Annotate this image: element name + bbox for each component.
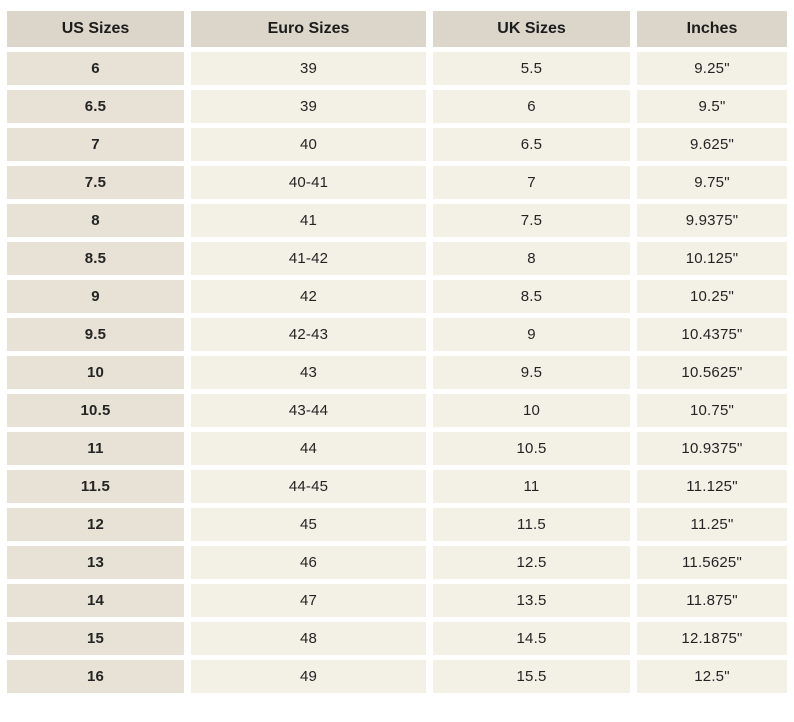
cell-uk-sizes: 12.5 [433,546,630,579]
cell-euro-sizes: 43 [191,356,426,389]
cell-uk-sizes: 10 [433,394,630,427]
cell-us-sizes: 12 [7,508,184,541]
cell-us-sizes: 16 [7,660,184,693]
cell-uk-sizes: 7 [433,166,630,199]
cell-us-sizes: 14 [7,584,184,617]
table-row: 16 49 15.5 12.5" [7,660,787,693]
cell-us-sizes: 10.5 [7,394,184,427]
cell-uk-sizes: 9.5 [433,356,630,389]
cell-euro-sizes: 45 [191,508,426,541]
cell-inches: 9.5" [637,90,787,123]
cell-us-sizes: 7 [7,128,184,161]
table-row: 11.5 44-45 11 11.125" [7,470,787,503]
cell-us-sizes: 10 [7,356,184,389]
cell-euro-sizes: 42-43 [191,318,426,351]
cell-euro-sizes: 40 [191,128,426,161]
cell-euro-sizes: 41-42 [191,242,426,275]
cell-inches: 10.125" [637,242,787,275]
cell-uk-sizes: 11.5 [433,508,630,541]
cell-us-sizes: 9.5 [7,318,184,351]
cell-us-sizes: 6 [7,52,184,85]
cell-inches: 12.5" [637,660,787,693]
cell-euro-sizes: 43-44 [191,394,426,427]
cell-us-sizes: 8 [7,204,184,237]
cell-uk-sizes: 6.5 [433,128,630,161]
cell-inches: 9.9375" [637,204,787,237]
column-header-euro-sizes: Euro Sizes [191,11,426,47]
cell-inches: 10.4375" [637,318,787,351]
cell-us-sizes: 11 [7,432,184,465]
table-row: 8 41 7.5 9.9375" [7,204,787,237]
table-row: 7 40 6.5 9.625" [7,128,787,161]
cell-uk-sizes: 10.5 [433,432,630,465]
cell-us-sizes: 8.5 [7,242,184,275]
cell-uk-sizes: 8.5 [433,280,630,313]
table-row: 8.5 41-42 8 10.125" [7,242,787,275]
table-row: 12 45 11.5 11.25" [7,508,787,541]
cell-us-sizes: 7.5 [7,166,184,199]
table-row: 14 47 13.5 11.875" [7,584,787,617]
cell-inches: 9.25" [637,52,787,85]
cell-us-sizes: 13 [7,546,184,579]
table-row: 10 43 9.5 10.5625" [7,356,787,389]
table-row: 10.5 43-44 10 10.75" [7,394,787,427]
cell-euro-sizes: 48 [191,622,426,655]
cell-inches: 11.875" [637,584,787,617]
cell-inches: 9.75" [637,166,787,199]
cell-uk-sizes: 5.5 [433,52,630,85]
cell-us-sizes: 6.5 [7,90,184,123]
cell-inches: 10.75" [637,394,787,427]
cell-us-sizes: 9 [7,280,184,313]
table-row: 6 39 5.5 9.25" [7,52,787,85]
cell-inches: 10.5625" [637,356,787,389]
cell-euro-sizes: 46 [191,546,426,579]
cell-uk-sizes: 6 [433,90,630,123]
table-row: 6.5 39 6 9.5" [7,90,787,123]
cell-us-sizes: 11.5 [7,470,184,503]
cell-euro-sizes: 40-41 [191,166,426,199]
cell-inches: 10.25" [637,280,787,313]
cell-euro-sizes: 39 [191,52,426,85]
table-header: US Sizes Euro Sizes UK Sizes Inches [7,11,787,47]
cell-euro-sizes: 47 [191,584,426,617]
cell-inches: 12.1875" [637,622,787,655]
cell-euro-sizes: 44 [191,432,426,465]
cell-uk-sizes: 8 [433,242,630,275]
cell-uk-sizes: 13.5 [433,584,630,617]
size-conversion-table: US Sizes Euro Sizes UK Sizes Inches 6 39 5.5 9… [0,6,794,698]
table-row: 7.5 40-41 7 9.75" [7,166,787,199]
table-row: 9.5 42-43 9 10.4375" [7,318,787,351]
cell-euro-sizes: 41 [191,204,426,237]
table-row: 11 44 10.5 10.9375" [7,432,787,465]
cell-inches: 11.125" [637,470,787,503]
cell-inches: 9.625" [637,128,787,161]
cell-uk-sizes: 14.5 [433,622,630,655]
cell-uk-sizes: 15.5 [433,660,630,693]
cell-euro-sizes: 39 [191,90,426,123]
cell-uk-sizes: 11 [433,470,630,503]
table-row: 15 48 14.5 12.1875" [7,622,787,655]
cell-us-sizes: 15 [7,622,184,655]
table-row: 13 46 12.5 11.5625" [7,546,787,579]
cell-inches: 11.25" [637,508,787,541]
cell-euro-sizes: 44-45 [191,470,426,503]
cell-euro-sizes: 49 [191,660,426,693]
cell-uk-sizes: 7.5 [433,204,630,237]
column-header-us-sizes: US Sizes [7,11,184,47]
column-header-uk-sizes: UK Sizes [433,11,630,47]
cell-euro-sizes: 42 [191,280,426,313]
cell-inches: 10.9375" [637,432,787,465]
column-header-inches: Inches [637,11,787,47]
cell-inches: 11.5625" [637,546,787,579]
cell-uk-sizes: 9 [433,318,630,351]
table-body: 6 39 5.5 9.25" 6.5 39 6 9.5" 7 40 6.5 9.625" 7.5 40-4… [7,52,787,693]
table-row: 9 42 8.5 10.25" [7,280,787,313]
header-row: US Sizes Euro Sizes UK Sizes Inches [7,11,787,47]
